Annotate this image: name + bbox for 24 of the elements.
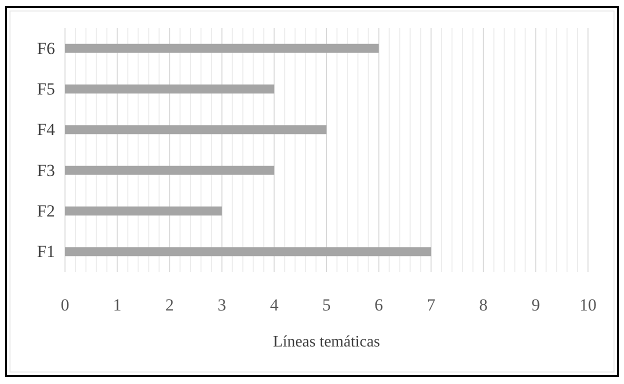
bar <box>65 44 379 53</box>
x-axis-title: Líneas temáticas <box>272 334 380 350</box>
x-tick-label: 8 <box>479 296 488 314</box>
x-tick-label: 6 <box>374 296 384 314</box>
y-tick-label: F3 <box>37 160 55 180</box>
x-tick-label: 9 <box>531 296 540 314</box>
x-tick-label: 4 <box>270 296 279 314</box>
y-tick-label: F1 <box>37 242 55 262</box>
bar <box>65 166 274 175</box>
y-tick-label: F4 <box>37 120 56 140</box>
x-tick-label: 3 <box>218 296 226 314</box>
y-tick-label: F2 <box>37 202 55 220</box>
x-tick-label: 2 <box>165 296 174 314</box>
x-tick-label: 1 <box>113 296 122 314</box>
x-tick-label: 7 <box>426 296 436 314</box>
bar <box>65 84 274 94</box>
bar <box>65 247 432 256</box>
bar <box>65 125 326 134</box>
y-tick-label: F5 <box>37 80 55 98</box>
x-tick-label: 0 <box>60 296 70 314</box>
x-tick-label: 5 <box>322 296 331 314</box>
x-tick-label: 10 <box>580 296 596 314</box>
y-tick-label: F6 <box>37 38 55 58</box>
bar <box>65 206 222 216</box>
